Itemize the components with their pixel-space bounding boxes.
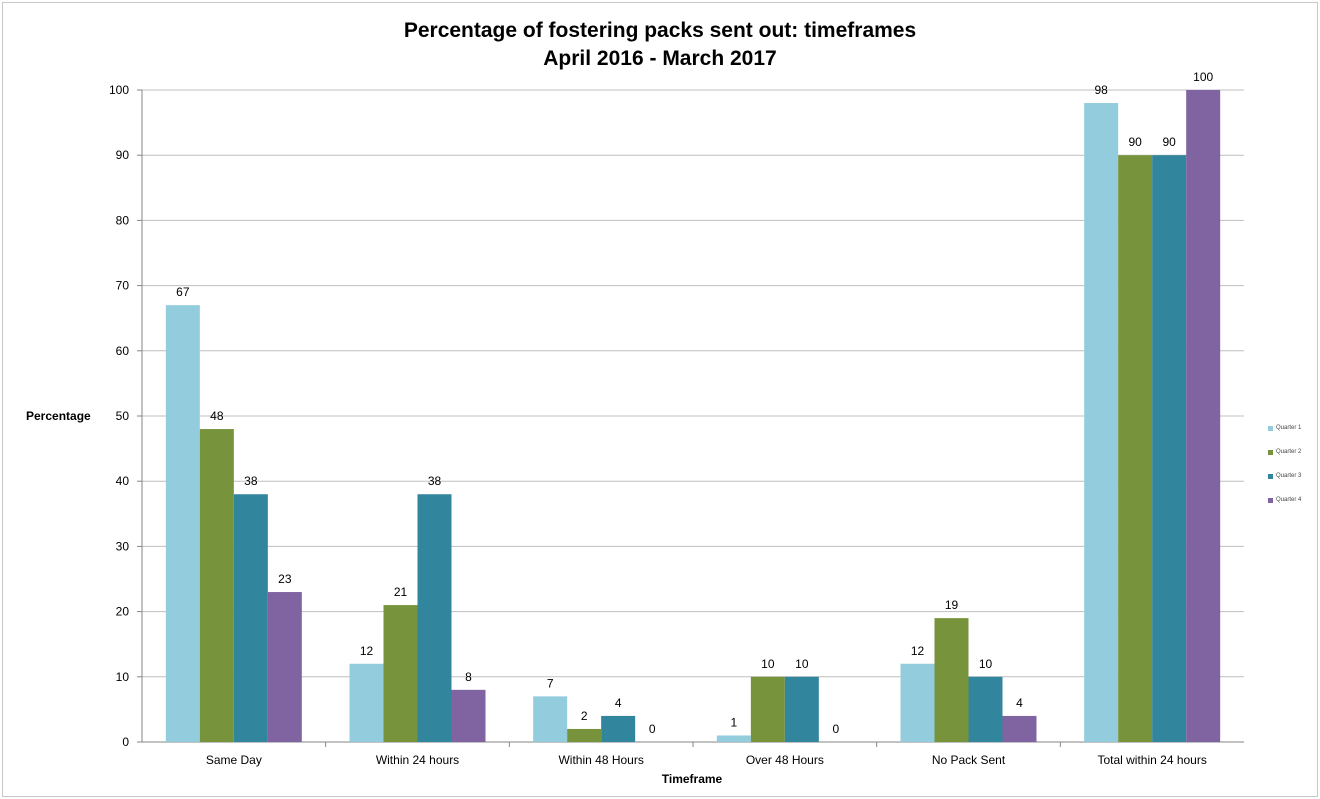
- y-tick-label: 10: [116, 670, 130, 684]
- bar: [1002, 715, 1037, 742]
- legend-swatch: [1268, 449, 1273, 455]
- legend-label: Quarter 4: [1276, 497, 1302, 503]
- y-tick-label: 0: [122, 735, 129, 749]
- data-label: 100: [1193, 70, 1213, 84]
- bar: [533, 696, 568, 742]
- bar: [1186, 90, 1221, 742]
- x-tick-label: Total within 24 hours: [1097, 753, 1206, 767]
- y-tick-label: 30: [116, 539, 130, 553]
- data-label: 48: [210, 409, 224, 423]
- data-label: 4: [615, 696, 622, 710]
- bar: [784, 676, 819, 742]
- bar: [233, 494, 268, 742]
- legend-swatch: [1268, 425, 1273, 431]
- y-tick-label: 80: [116, 213, 130, 227]
- data-label: 4: [1016, 696, 1023, 710]
- bar: [1084, 103, 1119, 743]
- data-label: 10: [979, 657, 993, 671]
- legend-swatch: [1268, 473, 1273, 479]
- bar: [934, 618, 969, 742]
- bar: [716, 735, 751, 742]
- bar: [601, 715, 636, 742]
- bar: [900, 663, 935, 742]
- data-label: 21: [394, 585, 408, 599]
- bar: [165, 305, 200, 742]
- y-tick-label: 90: [116, 148, 130, 162]
- chart-title: Percentage of fostering packs sent out: …: [403, 19, 917, 42]
- data-label: 0: [832, 722, 839, 736]
- data-label: 7: [547, 676, 554, 690]
- bar: [417, 494, 452, 742]
- y-tick-label: 100: [109, 83, 129, 97]
- bar: [349, 663, 384, 742]
- x-tick-label: Over 48 Hours: [746, 753, 824, 767]
- data-label: 38: [428, 474, 442, 488]
- chart-subtitle: April 2016 - March 2017: [543, 47, 777, 70]
- data-label: 19: [945, 598, 959, 612]
- bar: [567, 728, 602, 742]
- x-tick-label: No Pack Sent: [932, 753, 1006, 767]
- data-label: 10: [761, 657, 775, 671]
- data-label: 90: [1162, 135, 1176, 149]
- legend-item-q4: Quarter 4: [1268, 488, 1301, 512]
- bar: [383, 605, 418, 742]
- data-label: 8: [465, 670, 472, 684]
- data-label: 12: [360, 644, 374, 658]
- bar: [750, 676, 785, 742]
- data-label: 0: [649, 722, 656, 736]
- data-label: 23: [278, 572, 292, 586]
- data-label: 67: [176, 285, 190, 299]
- y-tick-label: 70: [116, 279, 130, 293]
- x-axis-label: Timeframe: [661, 772, 723, 786]
- data-label: 38: [244, 474, 258, 488]
- legend-label: Quarter 1: [1276, 425, 1302, 431]
- legend-item-q1: Quarter 1: [1268, 416, 1301, 440]
- legend-swatch: [1268, 497, 1273, 503]
- y-axis-label: Percentage: [26, 409, 91, 423]
- bar: [1152, 155, 1187, 742]
- data-label: 90: [1128, 135, 1142, 149]
- bar: [267, 592, 302, 742]
- legend-item-q2: Quarter 2: [1268, 440, 1301, 464]
- bar: [199, 429, 234, 742]
- x-tick-label: Same Day: [206, 753, 262, 767]
- y-tick-label: 60: [116, 344, 130, 358]
- legend: Quarter 1 Quarter 2 Quarter 3 Quarter 4: [1268, 416, 1301, 512]
- x-tick-label: Within 48 Hours: [558, 753, 643, 767]
- bar: [451, 689, 486, 742]
- bar: [968, 676, 1003, 742]
- y-tick-label: 20: [116, 605, 130, 619]
- y-tick-label: 40: [116, 474, 130, 488]
- y-tick-label: 50: [116, 409, 130, 423]
- legend-item-q3: Quarter 3: [1268, 464, 1301, 488]
- legend-label: Quarter 3: [1276, 473, 1302, 479]
- legend-label: Quarter 2: [1276, 449, 1302, 455]
- data-label: 12: [911, 644, 925, 658]
- data-label: 10: [795, 657, 809, 671]
- data-label: 98: [1094, 83, 1108, 97]
- bar: [1118, 155, 1153, 742]
- data-label: 2: [581, 709, 588, 723]
- x-tick-label: Within 24 hours: [376, 753, 459, 767]
- data-label: 1: [730, 715, 737, 729]
